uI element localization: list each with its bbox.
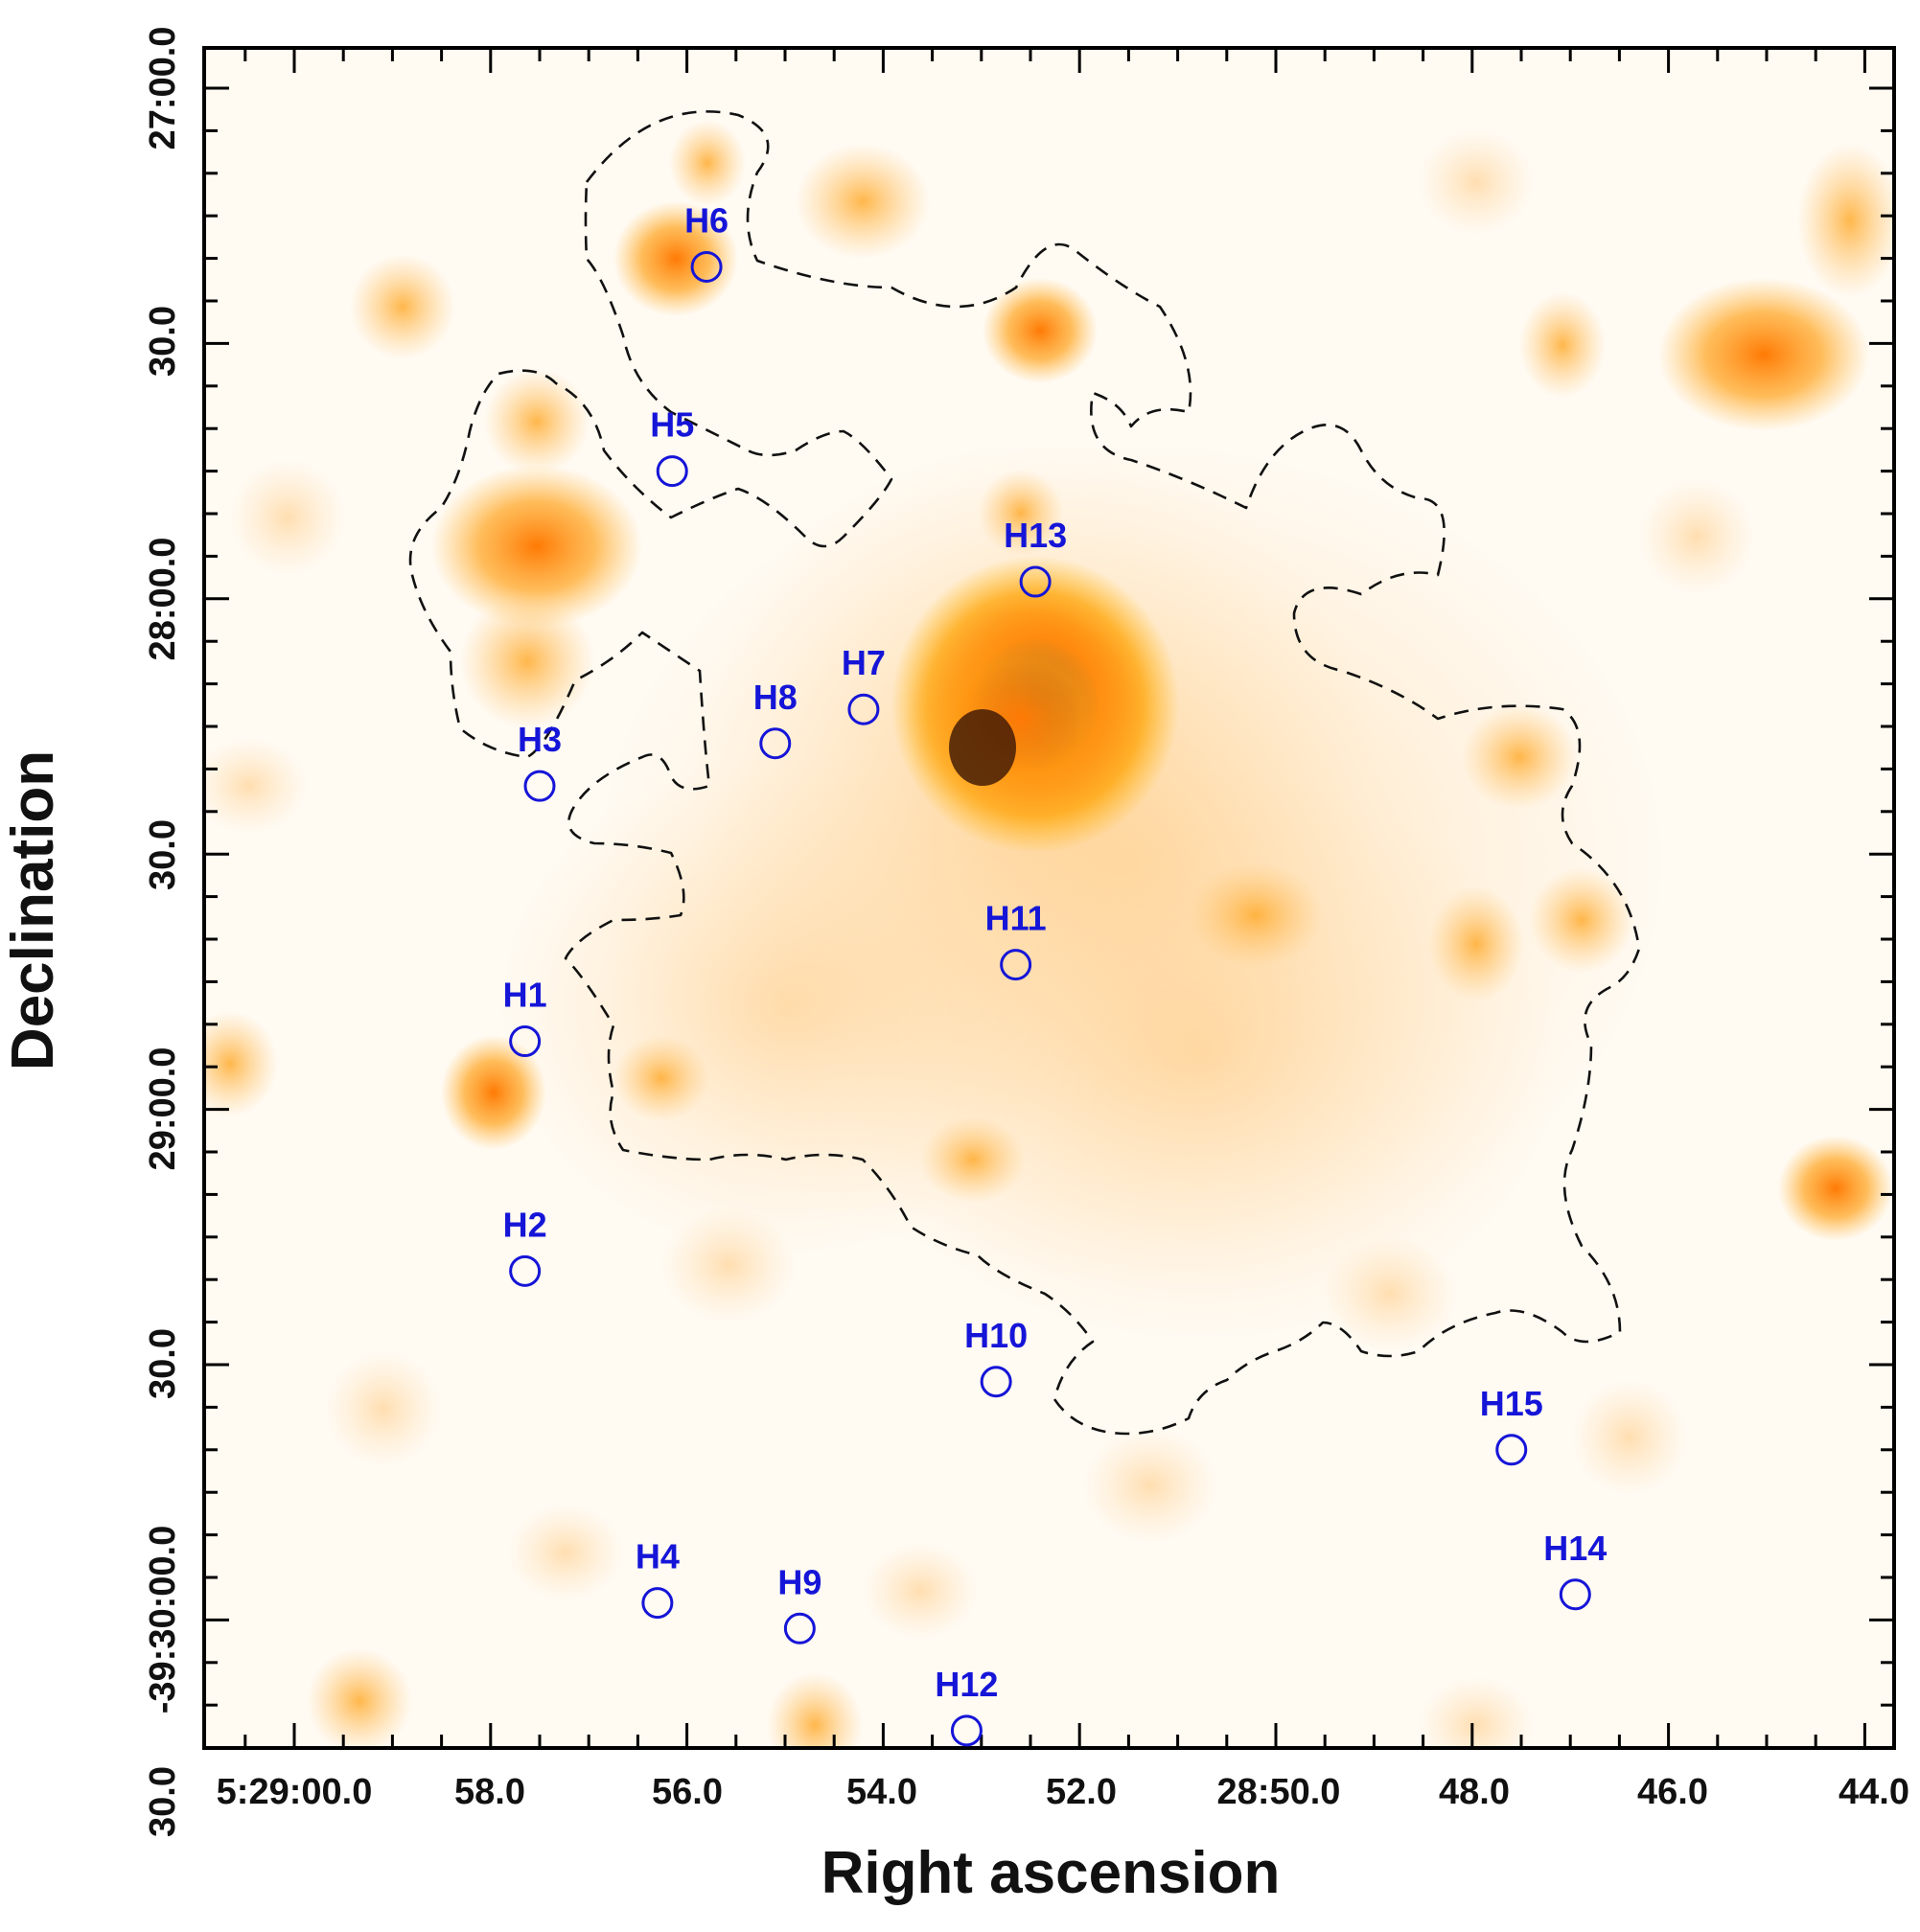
- source-marker-h3: [523, 770, 556, 802]
- y-axis: 27:00.0 30.0 28:00.0 30.0 29:00.0 30.0 -…: [0, 27, 183, 1837]
- x-tick-label: 52.0: [1046, 1772, 1117, 1812]
- y-tick-label: 30.0: [143, 306, 183, 377]
- source-label-h11: H11: [985, 899, 1047, 938]
- y-axis-title: Declination: [0, 750, 66, 1070]
- source-marker-h14: [1559, 1578, 1591, 1611]
- x-tick-label: 56.0: [652, 1772, 723, 1812]
- source-label-h10: H10: [964, 1316, 1028, 1355]
- plot-frame: [202, 46, 1896, 1750]
- source-marker-h5: [656, 455, 688, 488]
- y-tick-label: 30.0: [143, 1766, 183, 1837]
- source-marker-h2: [509, 1254, 542, 1287]
- source-marker-h13: [1019, 565, 1052, 598]
- source-label-h3: H3: [518, 720, 562, 759]
- source-label-h1: H1: [503, 976, 547, 1015]
- intensity-image: [204, 120, 1894, 1748]
- source-marker-h6: [690, 250, 723, 283]
- source-marker-h12: [950, 1714, 983, 1747]
- x-tick-label: 28:50.0: [1217, 1772, 1341, 1812]
- x-axis-title: Right ascension: [821, 1840, 1281, 1906]
- y-tick-label: 29:00.0: [143, 1047, 183, 1171]
- x-axis: 5:29:00.0 58.0 56.0 54.0 52.0 28:50.0 48…: [217, 1772, 1909, 1906]
- source-marker-h10: [980, 1366, 1012, 1398]
- x-tick-label: 5:29:00.0: [217, 1772, 373, 1812]
- y-tick-label: -39:30:00.0: [143, 1526, 183, 1714]
- x-tick-label: 58.0: [454, 1772, 525, 1812]
- source-label-h2: H2: [503, 1205, 547, 1244]
- contour-main: [408, 110, 1641, 1436]
- y-tick-label: 30.0: [143, 819, 183, 890]
- source-label-h5: H5: [650, 405, 694, 445]
- source-markers: H1 H2 H3 H4 H5 H6 H7 H8 H9 H10 H11 H12 H13 H14 H15: [503, 200, 1607, 1747]
- source-marker-h11: [1000, 949, 1032, 981]
- source-label-h4: H4: [636, 1537, 680, 1576]
- x-tick-label: 46.0: [1637, 1772, 1708, 1812]
- axis-ticks: [206, 50, 1892, 1746]
- source-marker-h8: [759, 727, 792, 760]
- source-label-h9: H9: [777, 1562, 821, 1601]
- y-tick-label: 27:00.0: [143, 27, 183, 150]
- source-label-h14: H14: [1543, 1529, 1607, 1568]
- y-tick-label: 28:00.0: [143, 538, 183, 661]
- y-tick-label: 30.0: [143, 1328, 183, 1399]
- x-tick-label: 44.0: [1839, 1772, 1909, 1812]
- source-label-h6: H6: [684, 200, 729, 240]
- source-label-h7: H7: [842, 643, 886, 682]
- source-marker-h1: [509, 1025, 542, 1058]
- source-label-h13: H13: [1004, 516, 1067, 555]
- source-marker-h15: [1495, 1434, 1528, 1466]
- source-label-h12: H12: [935, 1665, 998, 1704]
- source-label-h15: H15: [1480, 1384, 1543, 1423]
- source-marker-h9: [783, 1612, 816, 1644]
- x-tick-label: 48.0: [1439, 1772, 1510, 1812]
- source-label-h8: H8: [753, 678, 798, 717]
- source-marker-h7: [847, 693, 880, 725]
- source-marker-h4: [641, 1587, 674, 1620]
- contour-group: [408, 110, 1641, 1436]
- x-tick-label: 54.0: [846, 1772, 917, 1812]
